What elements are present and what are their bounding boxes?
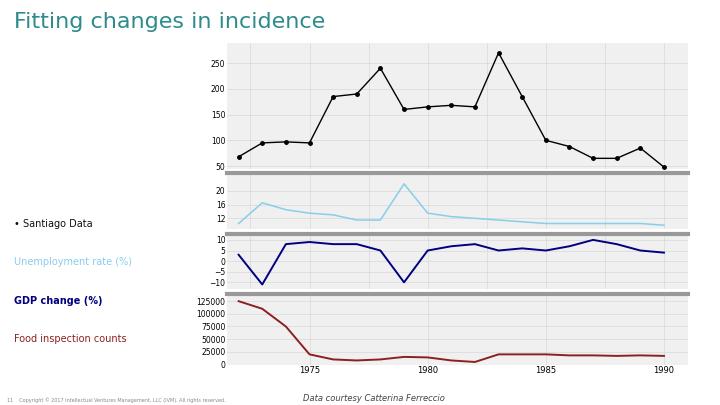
Text: Fitting changes in incidence: Fitting changes in incidence (14, 12, 325, 32)
Text: Food inspection counts: Food inspection counts (14, 334, 127, 344)
Text: Data courtesy Catterina Ferreccio: Data courtesy Catterina Ferreccio (303, 394, 446, 403)
Text: GDP change (%): GDP change (%) (14, 296, 103, 306)
Text: • Santiago Data: • Santiago Data (14, 219, 93, 229)
Text: Unemployment rate (%): Unemployment rate (%) (14, 257, 132, 267)
Text: 11    Copyright © 2017 Intellectual Ventures Management, LLC (IVM). All rights r: 11 Copyright © 2017 Intellectual Venture… (7, 397, 226, 403)
